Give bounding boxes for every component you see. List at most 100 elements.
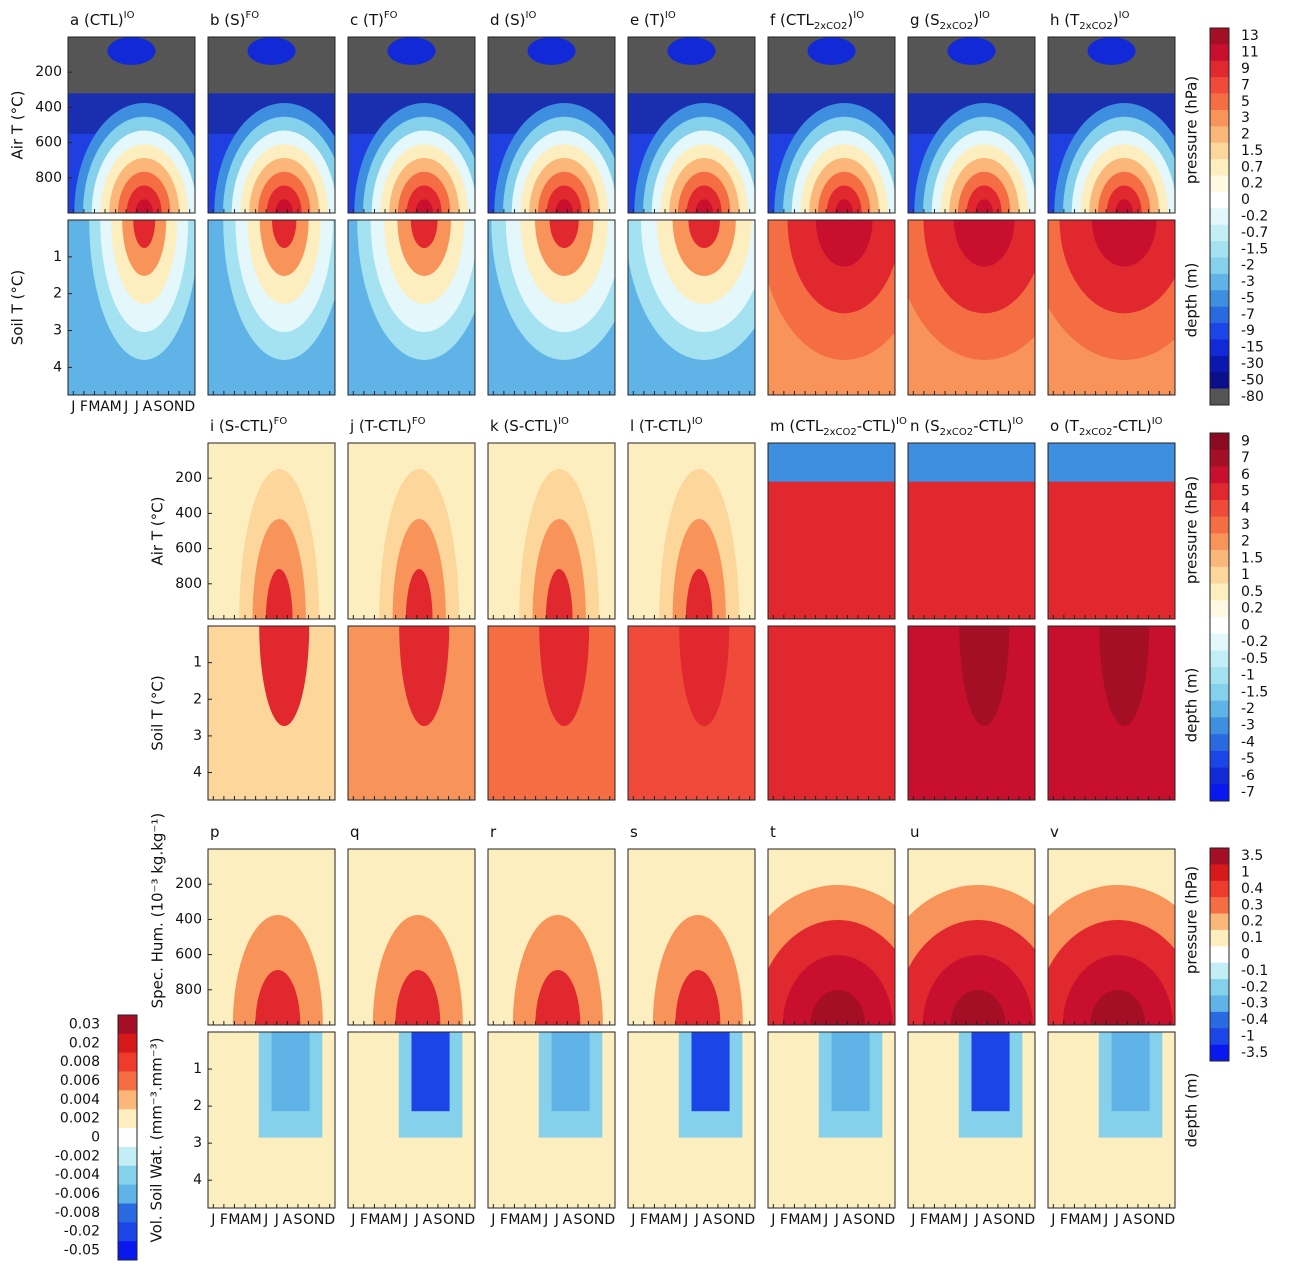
x-tick-label: O [583, 1212, 594, 1228]
x-tick-label: J [834, 1212, 839, 1228]
contour-field [488, 37, 615, 213]
colorbar-swatch [1210, 617, 1229, 635]
title-part: e (T) [630, 11, 665, 29]
colorbar-swatch [1210, 946, 1229, 963]
contour-band [107, 37, 156, 65]
x-tick-label: D [744, 1212, 755, 1228]
colorbar-label: 0.7 [1241, 159, 1263, 175]
colorbar-swatch [1210, 583, 1229, 601]
x-tick-label: M [88, 399, 100, 415]
panel-frame [907, 1031, 1036, 1209]
contour-band [768, 443, 895, 482]
x-tick-label: D [1164, 1212, 1175, 1228]
title-part: k (S-CTL) [490, 417, 558, 435]
panel-title: v [1050, 823, 1059, 841]
x-tick-label: O [303, 1212, 314, 1228]
colorbar-swatch [1210, 700, 1229, 718]
colorbar-label: -0.2 [1241, 979, 1268, 995]
colorbar-label: 3.5 [1241, 848, 1263, 864]
contour-field [488, 1032, 615, 1208]
contour-band [1087, 37, 1136, 65]
colorbar-label: -1 [1241, 1028, 1255, 1044]
y-tick-label: 3 [193, 728, 202, 744]
colorbar-frame [1209, 27, 1230, 406]
x-tick-label: O [863, 1212, 874, 1228]
contour-band [395, 970, 441, 1025]
contour-band [539, 626, 590, 726]
colorbar-label: 0.2 [1241, 601, 1263, 617]
contour-field [348, 443, 475, 619]
title-part: n (S [910, 417, 940, 435]
x-tick-label: O [443, 1212, 454, 1228]
panel-frame [1047, 848, 1176, 1026]
colorbar-swatch [1210, 257, 1229, 275]
colorbar-label: 2 [1241, 127, 1250, 143]
contour-field [628, 37, 755, 213]
panel-frame [207, 848, 336, 1026]
panel-title: t [770, 823, 776, 841]
x-tick-label: M [110, 399, 122, 415]
x-tick-label: J [403, 1212, 408, 1228]
contour-field [348, 220, 475, 395]
contour-field [488, 626, 615, 800]
colorbar-label: 2 [1241, 534, 1250, 550]
colorbar-swatch [118, 1109, 137, 1129]
contour-band [405, 569, 433, 619]
contour-band [1099, 626, 1150, 726]
contour-band [819, 626, 870, 726]
contour-band [545, 569, 573, 619]
colorbar-label: 7 [1241, 450, 1250, 466]
colorbar-label: -0.5 [1241, 651, 1268, 667]
panel-frame [767, 442, 896, 620]
title-part: ) [973, 11, 979, 29]
colorbar-label: -9 [1241, 323, 1255, 339]
contour-field [1048, 37, 1175, 213]
contour-field [208, 849, 335, 1025]
y-tick-label: 200 [175, 876, 202, 892]
x-tick-label: J [683, 1212, 688, 1228]
x-tick-label: M [390, 1212, 402, 1228]
contour-field [628, 220, 755, 395]
title-part: FO [412, 416, 426, 427]
colorbar-label: -6 [1241, 768, 1255, 784]
contour-band [950, 990, 1006, 1025]
colorbar-label: 0.3 [1241, 897, 1263, 913]
colorbar-label: -0.2 [1241, 634, 1268, 650]
y-tick-label: 4 [53, 359, 62, 375]
contour-band [387, 37, 436, 65]
colorbar-swatch [1210, 175, 1229, 193]
panel-frame [1047, 219, 1176, 396]
colorbar-swatch [1210, 784, 1229, 802]
contour-band [971, 1032, 1010, 1112]
x-tick-label: J [210, 1212, 215, 1228]
contour-band [959, 626, 1010, 726]
contour-field [768, 220, 895, 395]
panel: vJ F M A M J J A S O N D [1047, 823, 1176, 1228]
x-tick-label: A [520, 1212, 530, 1228]
panel-title: p [210, 823, 220, 841]
title-part: IO [896, 416, 907, 427]
title-part: IO [1152, 416, 1163, 427]
title-part: v [1050, 823, 1059, 841]
title-part: IO [558, 416, 569, 427]
panel-frame [487, 36, 616, 214]
x-tick-label: F [640, 1212, 648, 1228]
title-part: s [630, 823, 638, 841]
contour-band [399, 626, 450, 726]
panel-frame [627, 625, 756, 801]
panel: m (CTL2xCO2-CTL)IO [767, 416, 907, 801]
x-tick-label: A [100, 399, 110, 415]
colorbar-label: 13 [1241, 28, 1259, 44]
panel-frame [1047, 1031, 1176, 1209]
colorbar-label: 0.2 [1241, 176, 1263, 192]
colorbar-label: 1.5 [1241, 143, 1263, 159]
colorbar-title: depth (m) [1183, 1073, 1201, 1148]
x-tick-label: N [1154, 1212, 1164, 1228]
title-part: 2xCO2 [1079, 21, 1113, 32]
contour-field [768, 443, 895, 619]
panel: l (T-CTL)IO [627, 416, 756, 801]
x-tick-label: D [464, 1212, 475, 1228]
contour-band [691, 1032, 730, 1112]
colorbar-swatch [118, 1015, 137, 1035]
panel: rJ F M A M J J A S O N D [487, 823, 616, 1228]
